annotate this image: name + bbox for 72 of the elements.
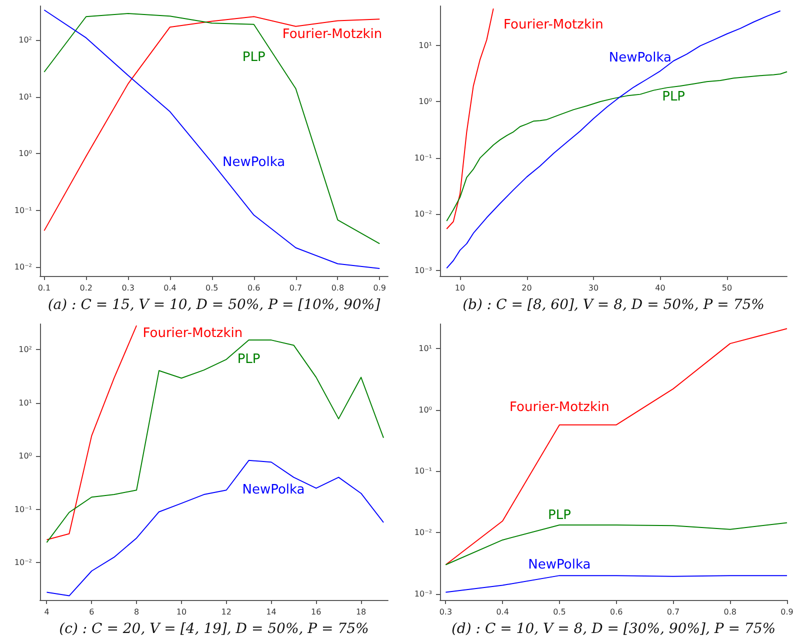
x-tick-label: 0.4 bbox=[496, 608, 509, 616]
series-label: PLP bbox=[662, 90, 686, 105]
y-tick-label: 10² bbox=[18, 344, 32, 354]
x-tick-label: 20 bbox=[522, 284, 532, 292]
series-label: NewPolka bbox=[608, 50, 672, 66]
y-tick-label: 10¹ bbox=[18, 92, 32, 102]
y-tick-label: 10⁰ bbox=[418, 405, 432, 414]
x-tick-label: 30 bbox=[588, 284, 599, 292]
series-label: NewPolka bbox=[222, 154, 286, 170]
x-tick-label: 50 bbox=[722, 284, 732, 292]
y-tick-label: 10⁻³ bbox=[414, 590, 432, 599]
series-label: Fourier-Motzkin bbox=[510, 400, 610, 415]
y-tick-label: 10⁻¹ bbox=[414, 466, 432, 476]
x-tick-label: 0.1 bbox=[38, 284, 51, 292]
series-label: PLP bbox=[237, 352, 260, 367]
x-axis-title: (b) : C = [8, 60], V = 8, D = 50%, P = 75% bbox=[462, 297, 764, 313]
y-tick-label: 10¹ bbox=[418, 344, 432, 353]
series-label: Fourier-Motzkin bbox=[142, 326, 243, 341]
y-tick-label: 10² bbox=[18, 36, 32, 45]
x-tick-label: 14 bbox=[266, 608, 276, 616]
line-series bbox=[46, 325, 138, 540]
y-tick-label: 10⁻² bbox=[14, 262, 32, 272]
y-tick-label: 10⁻¹ bbox=[14, 206, 32, 215]
x-tick-label: 0.4 bbox=[164, 284, 176, 292]
x-tick-label: 8 bbox=[134, 608, 140, 616]
series-label: NewPolka bbox=[528, 557, 591, 572]
x-tick-label: 0.7 bbox=[289, 284, 302, 292]
line-series bbox=[46, 340, 384, 543]
line-series bbox=[445, 575, 788, 593]
y-tick-label: 10⁻² bbox=[14, 558, 32, 568]
x-axis-title: (d) : C = 10, V = 8, D = [30%, 90%], P = 75% bbox=[451, 621, 776, 637]
x-tick-label: 0.6 bbox=[247, 284, 260, 292]
x-tick-label: 6 bbox=[89, 608, 94, 616]
x-tick-label: 10 bbox=[176, 608, 187, 616]
line-series bbox=[446, 10, 781, 269]
series-label: PLP bbox=[548, 508, 572, 524]
x-tick-label: 16 bbox=[311, 608, 322, 616]
line-series bbox=[446, 71, 788, 222]
y-tick-label: 10⁻³ bbox=[414, 266, 432, 276]
line-series bbox=[46, 460, 384, 596]
y-tick-label: 10⁰ bbox=[418, 97, 432, 106]
x-tick-label: 0.9 bbox=[373, 284, 386, 292]
x-tick-label: 0.7 bbox=[666, 608, 680, 616]
x-tick-label: 18 bbox=[356, 608, 366, 616]
y-tick-label: 10⁰ bbox=[18, 149, 32, 158]
series-label: NewPolka bbox=[242, 482, 305, 498]
y-tick-label: 10⁻¹ bbox=[14, 504, 32, 514]
x-tick-label: 0.9 bbox=[780, 608, 794, 616]
series-label: PLP bbox=[242, 50, 266, 65]
y-tick-label: 10⁻² bbox=[414, 210, 432, 219]
x-tick-label: 0.8 bbox=[331, 284, 344, 292]
y-tick-label: 10¹ bbox=[18, 398, 32, 408]
x-tick-label: 40 bbox=[655, 284, 666, 292]
x-tick-label: 0.6 bbox=[610, 608, 623, 616]
x-tick-label: 0.3 bbox=[439, 608, 452, 616]
y-tick-label: 10⁻¹ bbox=[414, 153, 432, 162]
y-tick-label: 10⁻² bbox=[414, 528, 432, 538]
x-tick-label: 10 bbox=[454, 284, 466, 292]
x-axis-title: (a) : C = 15, V = 10, D = 50%, P = [10%, 90%] bbox=[48, 297, 381, 313]
x-tick-label: 12 bbox=[221, 608, 232, 616]
y-tick-label: 10¹ bbox=[418, 40, 432, 50]
x-axis-title: (c) : C = 20, V = [4, 19], D = 50%, P = 75% bbox=[59, 621, 369, 637]
series-label: Fourier-Motzkin bbox=[504, 17, 604, 32]
x-tick-label: 4 bbox=[44, 608, 50, 616]
x-tick-label: 0.2 bbox=[80, 284, 92, 292]
x-tick-label: 0.5 bbox=[206, 284, 218, 292]
x-tick-label: 0.8 bbox=[724, 608, 736, 616]
y-tick-label: 10⁰ bbox=[18, 452, 32, 461]
line-series bbox=[446, 8, 494, 230]
x-tick-label: 0.3 bbox=[122, 284, 134, 292]
x-tick-label: 0.5 bbox=[553, 608, 566, 616]
series-label: Fourier-Motzkin bbox=[282, 27, 382, 42]
